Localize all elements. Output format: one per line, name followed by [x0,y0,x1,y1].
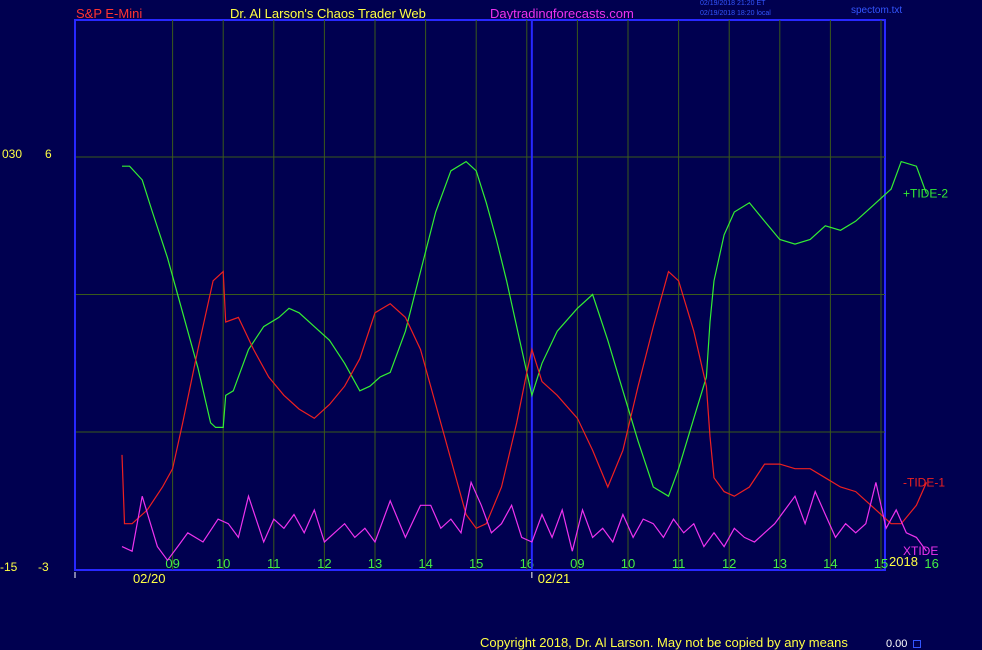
x-tick-label: 15 [469,556,483,571]
timestamp-et: 02/19/2018 21:20 ET [700,0,766,7]
x-tick-label: 13 [368,556,382,571]
x-tick-label: 10 [216,556,230,571]
timestamp-local: 02/19/2018 18:20 local [700,10,771,17]
x-tick-label: 12 [722,556,736,571]
series-label: -TIDE-1 [903,475,945,489]
author-label: Dr. Al Larson's Chaos Trader Web [230,6,426,21]
x-tick-label: 13 [773,556,787,571]
y-top-left-label: 030 [2,147,23,161]
series-line-xtide [121,480,927,562]
site-label[interactable]: Daytradingforecasts.com [490,6,634,21]
x-tick-label: 11 [672,556,686,571]
x-tick-label: 14 [418,556,432,571]
x-tick-label: 11 [267,556,281,571]
x-tick-label: 15 [874,556,888,571]
footer-box-icon [913,640,921,648]
y-bottom-right-label: -3 [38,560,49,574]
x-tick-label: 12 [317,556,331,571]
series-line--tide-1 [121,270,928,530]
symbol-label: S&P E-Mini [76,6,143,21]
filename-label: spectom.txt [851,5,903,16]
y-top-right-label: 6 [45,147,52,161]
series-label: XTIDE [903,544,938,558]
x-tick-label: 16 [924,556,938,571]
copyright-label: Copyright 2018, Dr. Al Larson. May not b… [480,635,848,650]
x-tick-label: 09 [165,556,179,571]
y-bottom-left-label: -15 [0,560,18,574]
date-label: 02/21 [538,571,571,586]
x-tick-label: 14 [823,556,837,571]
series-line--tide-2 [122,160,928,498]
year-label: 2018 [889,554,918,569]
series-label: +TIDE-2 [903,187,948,201]
date-label: 02/20 [133,571,166,586]
x-tick-label: 09 [570,556,584,571]
footer-value: 0.00 [886,638,908,650]
x-tick-label: 16 [520,556,534,571]
x-tick-label: 10 [621,556,635,571]
